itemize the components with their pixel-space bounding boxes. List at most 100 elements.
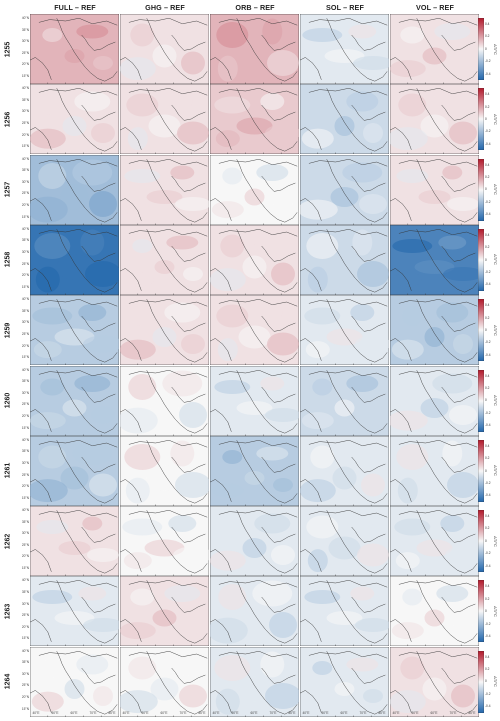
colorbar-tick-label: -0.4 [485, 282, 491, 287]
map-panel [210, 646, 299, 717]
colorbar-tick-label: -0.4 [485, 563, 491, 568]
anomaly-patch [416, 539, 453, 557]
colorbar-tick-label: -0.4 [485, 633, 491, 638]
colorbar-gradient [478, 228, 484, 291]
lat-tick-label: 40°N [21, 367, 29, 372]
anomaly-patch [301, 411, 334, 429]
map-panel [390, 14, 479, 84]
anomaly-patch [54, 611, 95, 626]
anomaly-patch [390, 60, 426, 78]
row-label: 1262 [1, 506, 15, 576]
lon-tick-label: 40°E [302, 711, 310, 715]
row-year: 1257 [4, 181, 12, 198]
anomaly-patch [93, 56, 113, 70]
coastline-africa [210, 268, 232, 291]
anomaly-patch [89, 190, 117, 217]
coastline-persian-gulf [81, 667, 116, 684]
anomaly-patch [132, 238, 153, 253]
anomaly-patch [32, 590, 73, 605]
coastline-north [308, 439, 388, 448]
lat-tick-label: 25°N [21, 402, 29, 407]
colorbar-label-text: ΔT/°C [492, 324, 498, 336]
coastline-africa [390, 127, 412, 151]
coastline-persian-gulf [171, 245, 206, 262]
coastline-africa [30, 549, 52, 572]
anomaly-patch [402, 588, 423, 606]
map-panel [30, 224, 119, 295]
anomaly-patch [397, 477, 418, 504]
anomaly-patch [302, 28, 343, 42]
lat-tick-label: 15°N [21, 566, 29, 571]
colorbar-tick-label: 0.2 [485, 667, 490, 672]
map-panel [120, 365, 209, 436]
anomaly-patch [76, 654, 109, 675]
row-label: 1264 [1, 647, 15, 717]
coastline-persian-gulf [351, 245, 386, 262]
row-label: 1255 [1, 14, 15, 84]
anomaly-patch [30, 411, 66, 429]
coastline-africa [120, 408, 142, 432]
anomaly-patch [400, 26, 425, 44]
coastline-africa [390, 549, 412, 572]
anomaly-patch [62, 399, 87, 416]
coastline-africa [300, 268, 322, 291]
coastline-africa [30, 408, 52, 432]
coastline-persian-gulf [441, 597, 476, 614]
coastline-north [38, 650, 118, 659]
lat-tick-labels: 40°N 35°N 30°N 25°N 20°N 15°N [18, 366, 29, 436]
coastline-persian-gulf [171, 105, 206, 121]
anomaly-patch [236, 117, 273, 135]
anomaly-patch [31, 61, 64, 76]
lat-tick-label: 30°N [21, 250, 29, 255]
lat-tick-label: 35°N [21, 238, 29, 243]
anomaly-patch [30, 128, 66, 149]
column-title: GHG – REF [145, 3, 185, 12]
anomaly-patch [447, 196, 479, 211]
coastline-north [218, 158, 298, 167]
coastline-persian-gulf [441, 34, 476, 51]
coastline-africa [30, 57, 52, 80]
coastline-persian-gulf [171, 175, 206, 192]
coastline-red-sea [56, 18, 118, 82]
colorbar-tick-labels: 0.4 0.2 0 -0.2 -0.4 [485, 88, 497, 150]
anomaly-patch [395, 552, 420, 570]
map-panel [210, 576, 299, 647]
lat-tick-label: 40°N [21, 508, 29, 513]
anomaly-patch [72, 159, 113, 186]
colorbar-gradient [478, 580, 484, 643]
coastline-persian-gulf [351, 526, 386, 543]
anomaly-patch [300, 199, 338, 220]
coastline-persian-gulf [441, 245, 476, 262]
colorbar-gradient [478, 650, 484, 713]
anomaly-patch [42, 657, 63, 678]
anomaly-patch [348, 24, 377, 39]
colorbar-label: ΔT/°C [491, 159, 499, 221]
coastline-north [308, 228, 388, 237]
anomaly-patch [449, 404, 477, 425]
anomaly-patch [334, 116, 355, 137]
anomaly-patch [397, 202, 418, 217]
coastline-persian-gulf [81, 597, 116, 614]
anomaly-patch [402, 306, 423, 327]
coastline-north [218, 299, 298, 307]
anomaly-patch [37, 553, 58, 568]
anomaly-patch [130, 23, 155, 47]
lat-tick-label: 35°N [21, 660, 29, 665]
colorbar-tick-label: -0.2 [485, 340, 491, 345]
coastline-north [218, 88, 298, 96]
coastline-red-sea [326, 158, 388, 223]
coastline-north [38, 439, 118, 448]
lat-tick-label: 25°N [21, 683, 29, 688]
anomaly-patch [352, 512, 373, 536]
anomaly-patch [35, 266, 60, 293]
anomaly-patch [222, 449, 243, 464]
colorbar-label: ΔT/°C [491, 18, 499, 80]
coastline-africa [390, 268, 412, 291]
map-panel [120, 224, 209, 295]
coastline-north [38, 369, 118, 377]
anomaly-patch [38, 162, 67, 189]
lat-tick-label: 15°N [21, 214, 29, 219]
coastline-north [308, 17, 388, 26]
coastline-north [128, 228, 208, 237]
anomaly-patch [244, 188, 265, 206]
